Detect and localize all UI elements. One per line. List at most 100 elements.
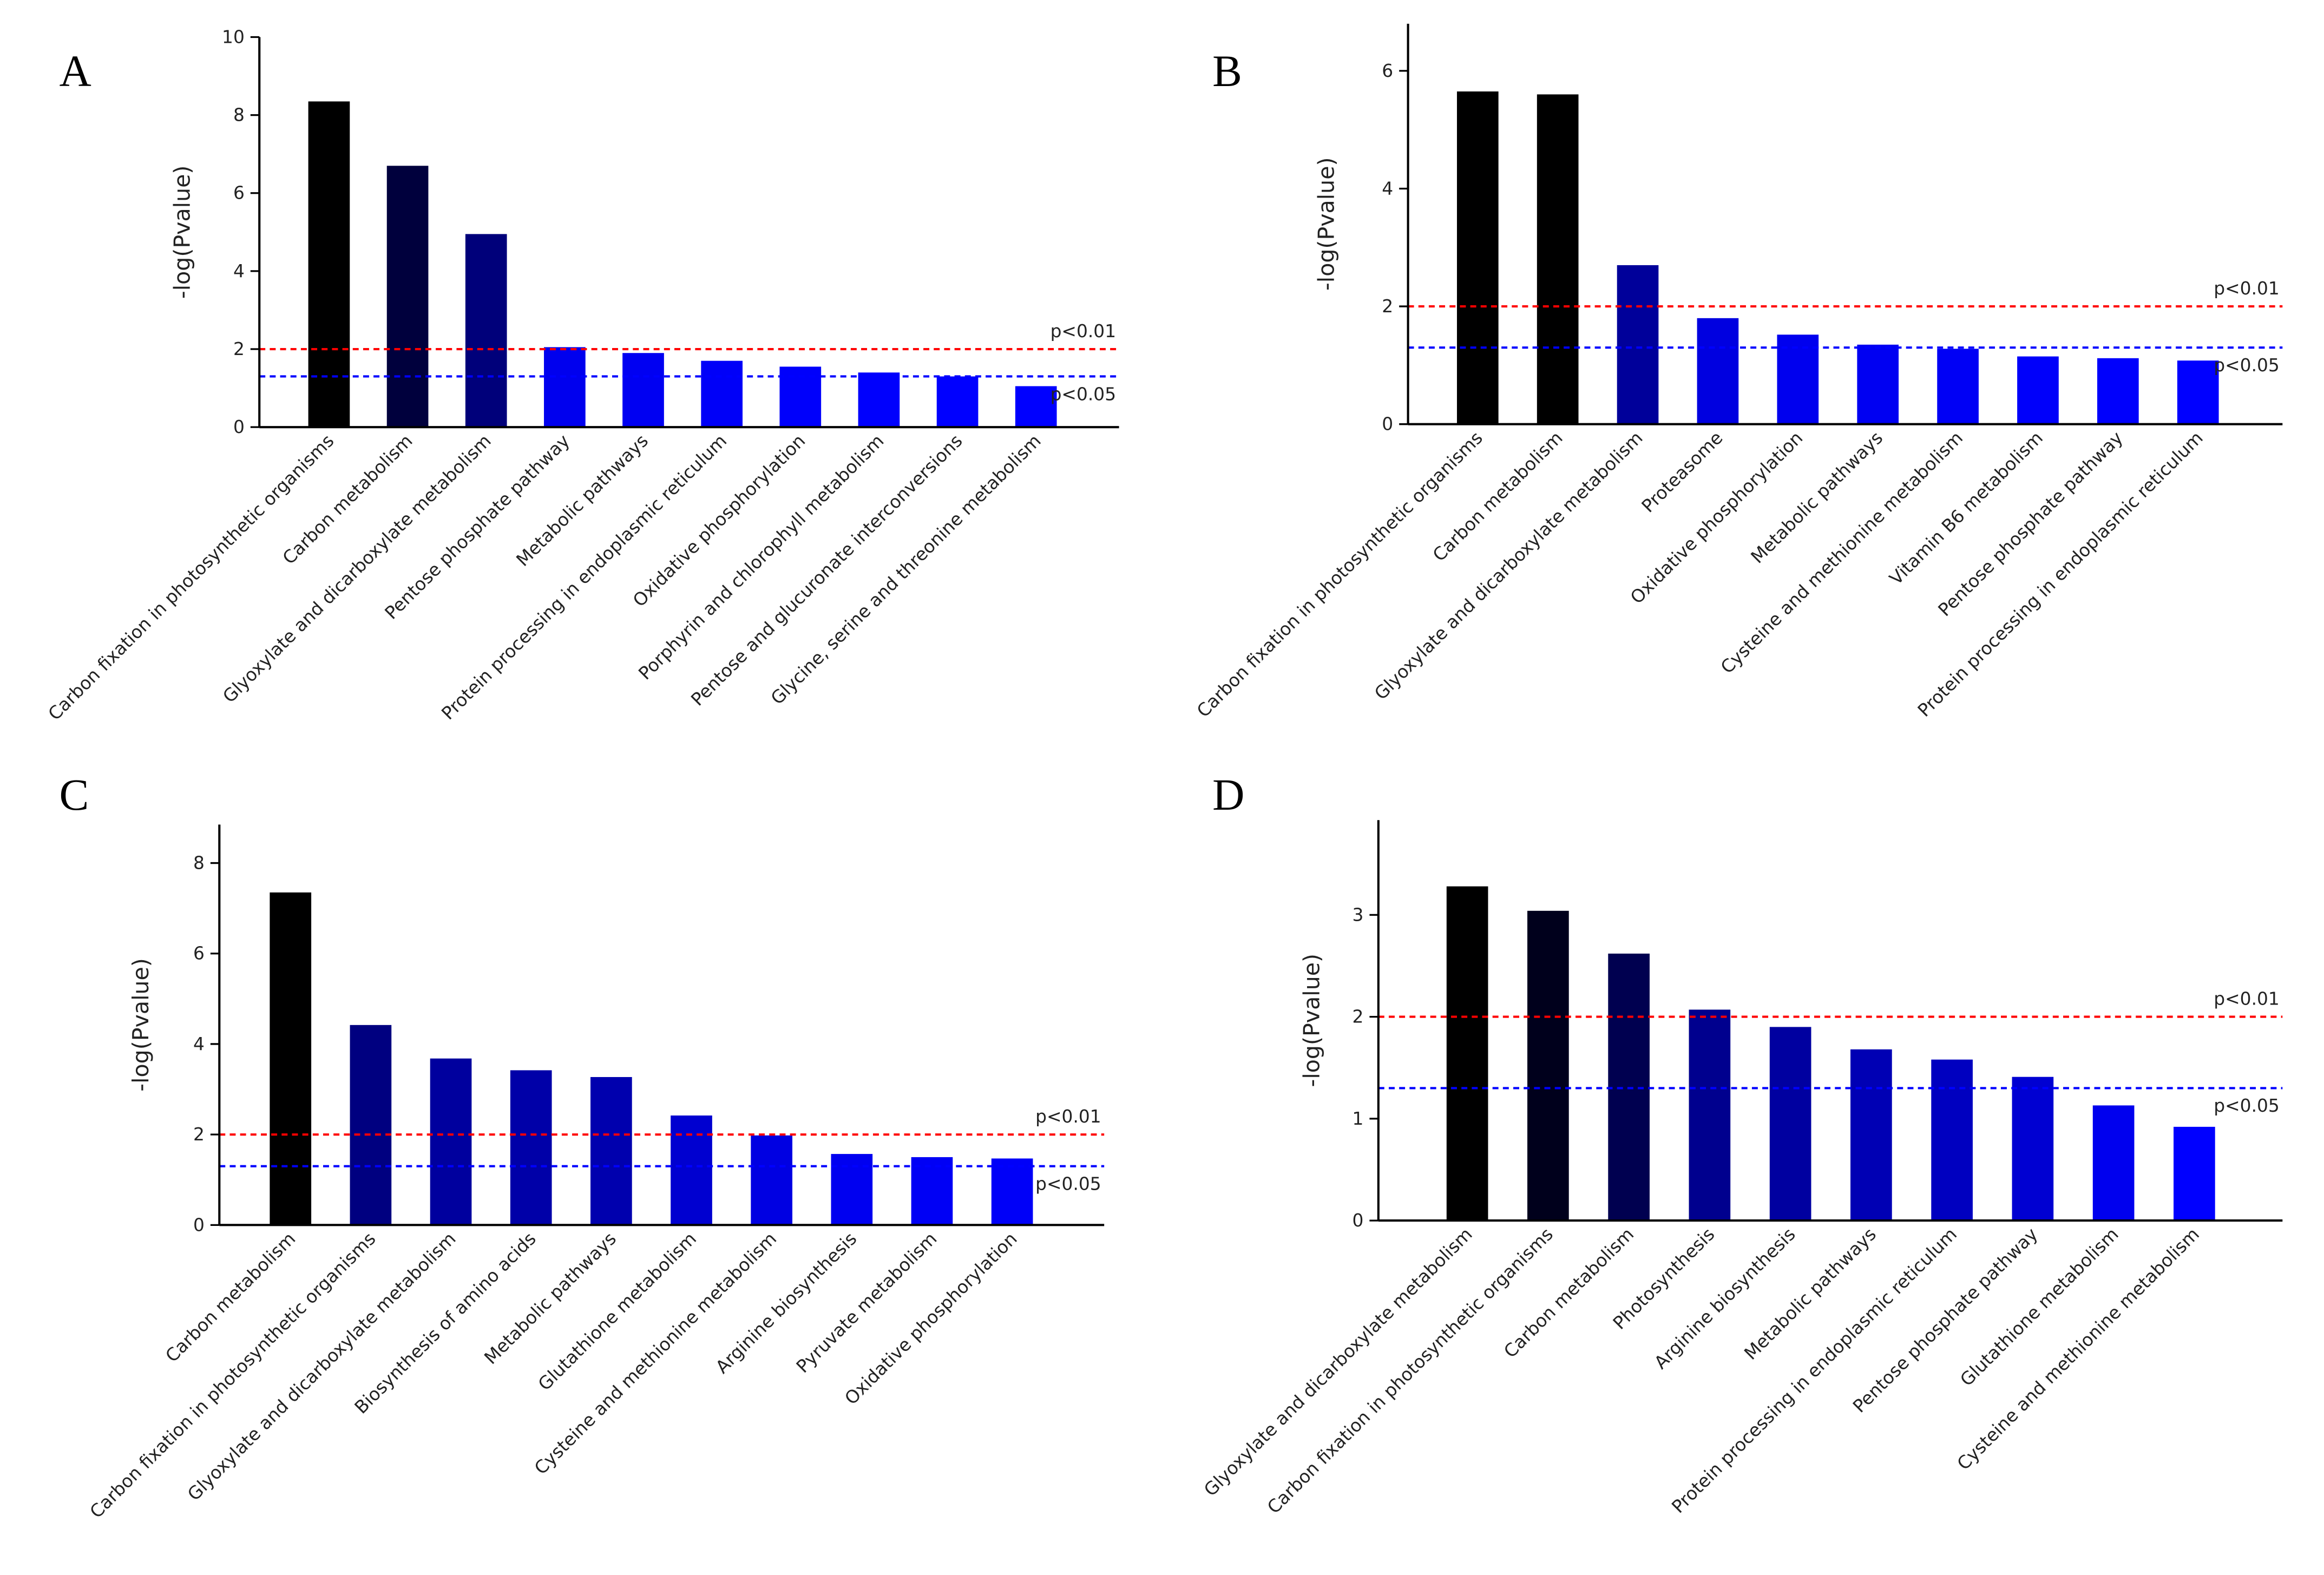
x-tick-label: Vitamin B6 metabolism: [1885, 427, 2047, 589]
bar: [1697, 318, 1739, 424]
x-tick-label: Oxidative phosphorylation: [841, 1228, 1021, 1409]
bar: [1537, 94, 1579, 424]
x-tick-label: Carbon metabolism: [1428, 427, 1566, 566]
panel-label: A: [60, 47, 91, 96]
panel: B -log(Pvalue) 0 2 4 6 Carbon fixation in phot…: [1192, 23, 2283, 721]
reference-label: p<0.01: [1051, 320, 1117, 342]
x-tick-label: Glycine, serine and threonine metabolism: [766, 430, 1045, 709]
x-tick-label: Protein processing in endoplasmic reticu…: [1667, 1224, 1961, 1518]
bar: [911, 1157, 953, 1225]
reference-label: p<0.01: [2214, 988, 2280, 1009]
x-tick-label: Pyruvate metabolism: [792, 1228, 941, 1377]
y-tick-label: 4: [1382, 178, 1393, 199]
bar: [701, 360, 743, 428]
bar: [270, 892, 312, 1225]
x-tick-label: Metabolic pathways: [480, 1228, 620, 1368]
bar: [590, 1077, 632, 1225]
bar: [1857, 344, 1899, 424]
y-tick-label: 2: [1382, 296, 1393, 317]
bar: [2017, 356, 2059, 424]
y-tick-label: 0: [233, 416, 245, 437]
x-tick-label: Metabolic pathways: [512, 430, 652, 570]
x-tick-label: Metabolic pathways: [1740, 1224, 1880, 1364]
x-tick-label: Glyoxylate and dicarboxylate metabolism: [1200, 1224, 1476, 1500]
y-tick-label: 3: [1353, 904, 1364, 925]
bar: [1777, 334, 1819, 424]
y-tick-label: 10: [222, 26, 245, 47]
bar: [1617, 265, 1659, 424]
y-tick-label: 4: [193, 1033, 205, 1054]
bar: [386, 166, 429, 428]
x-tick-label: Carbon fixation in photosynthetic organi…: [44, 430, 338, 725]
x-tick-label: Protein processing in endoplasmic reticu…: [1913, 427, 2207, 721]
panel: D -log(Pvalue) 0 1 2 3 Glyoxylate and dicarbox…: [1200, 770, 2283, 1518]
bar: [308, 101, 350, 428]
y-tick-label: 6: [233, 182, 245, 204]
bar: [2177, 360, 2219, 424]
bar: [465, 234, 507, 428]
panel: A -log(Pvalue) 0 2 4 6 8 10 Carbon fixation in p…: [44, 26, 1119, 724]
y-axis-label: -log(Pvalue): [1298, 954, 1324, 1087]
y-tick-label: 2: [233, 338, 245, 359]
y-tick-label: 0: [193, 1214, 205, 1235]
y-axis-label: -log(Pvalue): [1314, 157, 1340, 291]
x-tick-label: Proteasome: [1637, 427, 1726, 516]
reference-label: p<0.05: [1035, 1173, 1101, 1194]
x-tick-label: Carbon metabolism: [161, 1228, 299, 1367]
bar: [858, 372, 900, 428]
reference-label: p<0.05: [2214, 355, 2280, 376]
reference-label: p<0.01: [1035, 1106, 1101, 1127]
bar: [2012, 1077, 2054, 1221]
panel-label: B: [1212, 47, 1242, 96]
panel-label: C: [60, 770, 89, 819]
bar: [2174, 1126, 2215, 1221]
bar: [2092, 1105, 2135, 1221]
x-tick-label: Glyoxylate and dicarboxylate metabolism: [183, 1228, 460, 1505]
y-tick-label: 6: [193, 943, 205, 964]
x-tick-label: Carbon fixation in photosynthetic organi…: [86, 1228, 379, 1522]
x-tick-label: Arginine biosynthesis: [711, 1228, 861, 1377]
bar: [1456, 91, 1499, 424]
y-tick-label: 2: [193, 1124, 205, 1145]
bar: [1931, 1059, 1973, 1221]
x-tick-label: Glutathione metabolism: [534, 1228, 700, 1395]
x-tick-label: Pentose and glucuronate interconversions: [687, 430, 967, 710]
bar: [991, 1158, 1033, 1225]
x-tick-label: Carbon metabolism: [278, 430, 416, 569]
bar: [1937, 349, 1979, 424]
bar: [1689, 1009, 1731, 1221]
y-tick-label: 1: [1353, 1108, 1364, 1129]
y-tick-label: 8: [233, 104, 245, 126]
x-tick-label: Oxidative phosphorylation: [1626, 427, 1807, 608]
bar: [1446, 886, 1488, 1221]
x-tick-label: Carbon fixation in photosynthetic organi…: [1263, 1224, 1557, 1518]
bar: [831, 1154, 873, 1225]
x-tick-label: Protein processing in endoplasmic reticu…: [437, 430, 731, 724]
bar: [622, 353, 664, 428]
bar: [1850, 1049, 1892, 1221]
x-tick-label: Glyoxylate and dicarboxylate metabolism: [1370, 427, 1647, 704]
y-axis-label: -log(Pvalue): [128, 958, 154, 1092]
bar: [544, 347, 586, 428]
x-tick-label: Arginine biosynthesis: [1650, 1224, 1800, 1373]
x-tick-label: Carbon fixation in photosynthetic organi…: [1192, 427, 1486, 721]
y-tick-label: 0: [1382, 414, 1393, 435]
y-tick-label: 6: [1382, 60, 1393, 81]
y-tick-label: 4: [233, 260, 245, 281]
y-tick-label: 2: [1353, 1006, 1364, 1027]
bar: [1527, 910, 1569, 1221]
x-tick-label: Glutathione metabolism: [1956, 1224, 2123, 1390]
bar: [350, 1025, 392, 1225]
y-axis-label: -log(Pvalue): [169, 166, 195, 299]
bar: [671, 1115, 712, 1225]
bar: [510, 1070, 552, 1225]
bar: [1769, 1027, 1811, 1221]
reference-label: p<0.05: [1051, 383, 1117, 404]
bar: [2097, 358, 2139, 424]
bar: [936, 376, 979, 428]
y-tick-label: 8: [193, 852, 205, 874]
bar: [751, 1135, 793, 1225]
reference-label: p<0.01: [2214, 278, 2280, 299]
reference-label: p<0.05: [2214, 1095, 2280, 1116]
